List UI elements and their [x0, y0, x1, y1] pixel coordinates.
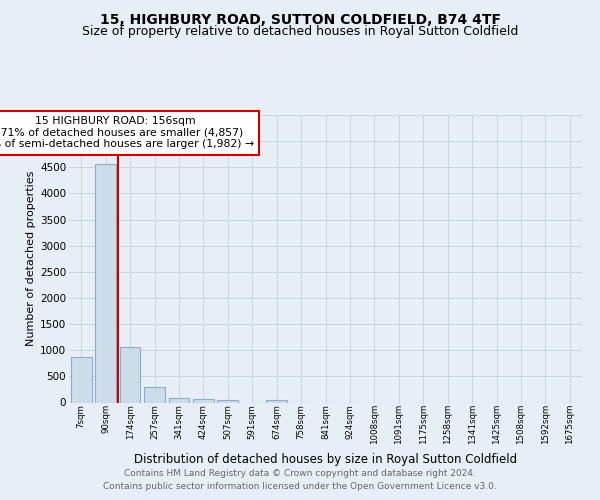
Bar — [169, 398, 190, 402]
Text: 15 HIGHBURY ROAD: 156sqm
← 71% of detached houses are smaller (4,857)
29% of sem: 15 HIGHBURY ROAD: 156sqm ← 71% of detach… — [0, 116, 254, 149]
Bar — [217, 400, 238, 402]
Text: Size of property relative to detached houses in Royal Sutton Coldfield: Size of property relative to detached ho… — [82, 25, 518, 38]
Bar — [95, 164, 116, 402]
Text: Contains HM Land Registry data © Crown copyright and database right 2024.: Contains HM Land Registry data © Crown c… — [124, 468, 476, 477]
Bar — [266, 400, 287, 402]
Text: 15, HIGHBURY ROAD, SUTTON COLDFIELD, B74 4TF: 15, HIGHBURY ROAD, SUTTON COLDFIELD, B74… — [100, 12, 500, 26]
Bar — [144, 388, 165, 402]
Text: Contains public sector information licensed under the Open Government Licence v3: Contains public sector information licen… — [103, 482, 497, 491]
Bar — [193, 400, 214, 402]
X-axis label: Distribution of detached houses by size in Royal Sutton Coldfield: Distribution of detached houses by size … — [134, 452, 517, 466]
Y-axis label: Number of detached properties: Number of detached properties — [26, 171, 36, 346]
Bar — [71, 357, 92, 403]
Bar — [119, 346, 140, 403]
